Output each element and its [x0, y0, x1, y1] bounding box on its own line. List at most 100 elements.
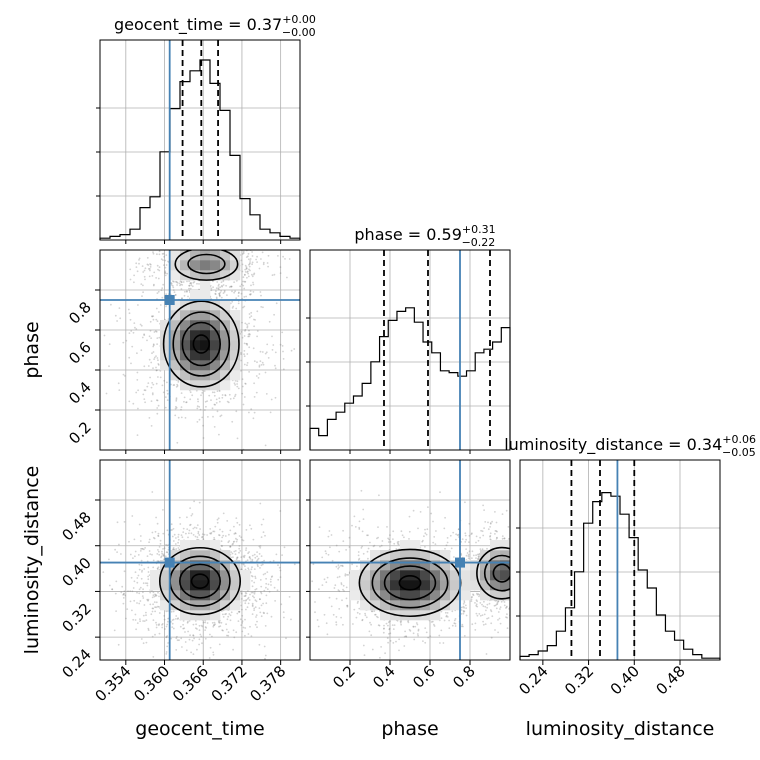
sample-point — [246, 344, 249, 346]
sample-point — [137, 407, 139, 410]
sample-point — [506, 605, 508, 608]
sample-point — [501, 535, 504, 537]
sample-point — [165, 264, 168, 266]
sample-point — [253, 592, 256, 595]
sample-point — [221, 243, 223, 245]
density-cell — [220, 250, 231, 261]
sample-point — [154, 633, 156, 636]
sample-point — [240, 593, 243, 595]
sample-point — [152, 351, 155, 353]
sample-point — [523, 592, 525, 594]
sample-point — [248, 551, 251, 553]
sample-point — [180, 408, 182, 411]
sample-point — [252, 595, 254, 598]
sample-point — [246, 271, 249, 273]
density-cell — [230, 260, 241, 271]
sample-point — [198, 283, 200, 285]
sample-point — [148, 358, 151, 361]
sample-point — [221, 610, 223, 612]
sample-point — [204, 400, 207, 403]
sample-point — [341, 599, 343, 602]
sample-point — [132, 331, 135, 334]
sample-point — [199, 408, 202, 411]
sample-point — [513, 580, 515, 582]
sample-point — [226, 634, 228, 637]
sample-point — [193, 526, 196, 529]
sample-point — [166, 389, 169, 392]
sample-point — [232, 556, 234, 559]
sample-point — [255, 560, 258, 563]
sample-point — [128, 540, 130, 543]
sample-point — [424, 627, 427, 629]
sample-point — [192, 534, 195, 536]
sample-point — [264, 625, 267, 627]
sample-point — [338, 575, 341, 578]
sample-point — [335, 616, 338, 618]
sample-point — [324, 550, 327, 553]
sample-point — [139, 600, 142, 602]
sample-point — [142, 271, 145, 273]
sample-point — [192, 281, 195, 284]
sample-point — [167, 260, 169, 263]
sample-point — [247, 552, 250, 555]
sample-point — [152, 315, 155, 317]
sample-point — [470, 598, 473, 601]
sample-point — [244, 618, 246, 621]
sample-point — [260, 591, 262, 593]
sample-point — [370, 634, 373, 637]
sample-point — [283, 546, 286, 549]
sample-point — [340, 583, 343, 586]
sample-point — [172, 527, 175, 530]
sample-point — [259, 291, 262, 293]
sample-point — [180, 534, 183, 537]
sample-point — [444, 611, 447, 614]
sample-point — [180, 288, 183, 290]
sample-point — [195, 627, 197, 630]
sample-point — [241, 630, 244, 633]
sample-point — [216, 237, 218, 239]
density-cell — [230, 600, 241, 611]
sample-point — [153, 537, 156, 540]
sample-point — [381, 540, 384, 542]
sample-point — [180, 281, 183, 283]
sample-point — [151, 607, 154, 610]
sample-point — [345, 586, 348, 589]
grid-lines-geocent_time — [100, 40, 300, 240]
sample-point — [180, 283, 182, 286]
sample-point — [217, 285, 220, 287]
sample-point — [281, 345, 284, 347]
sample-point — [515, 568, 517, 570]
sample-point — [545, 545, 547, 547]
sample-point — [358, 607, 361, 610]
sample-point — [253, 273, 255, 276]
sample-point — [231, 552, 234, 555]
sample-point — [134, 571, 137, 574]
density-cell — [210, 270, 221, 281]
sample-point — [266, 588, 269, 591]
sample-point — [156, 412, 159, 415]
sample-point — [166, 645, 169, 648]
sample-point — [150, 613, 153, 616]
sample-point — [515, 636, 517, 638]
sample-point — [191, 513, 194, 515]
sample-point — [213, 426, 216, 428]
sample-point — [249, 524, 251, 527]
grid-lines-luminosity_distance — [520, 460, 720, 660]
sample-point — [524, 639, 526, 641]
sample-point — [335, 621, 338, 624]
sample-point — [215, 297, 218, 300]
sample-point — [114, 314, 117, 317]
sample-point — [182, 531, 185, 533]
sample-point — [251, 558, 254, 561]
sample-point — [159, 543, 162, 545]
sample-point — [398, 638, 400, 641]
density-cell — [160, 590, 171, 601]
sample-point — [531, 552, 533, 554]
sample-point — [243, 274, 246, 276]
sample-point — [254, 599, 257, 602]
sample-point — [81, 266, 83, 268]
sample-point — [265, 393, 268, 395]
sample-point — [135, 391, 138, 394]
sample-point — [319, 521, 321, 523]
sample-point — [222, 280, 225, 283]
